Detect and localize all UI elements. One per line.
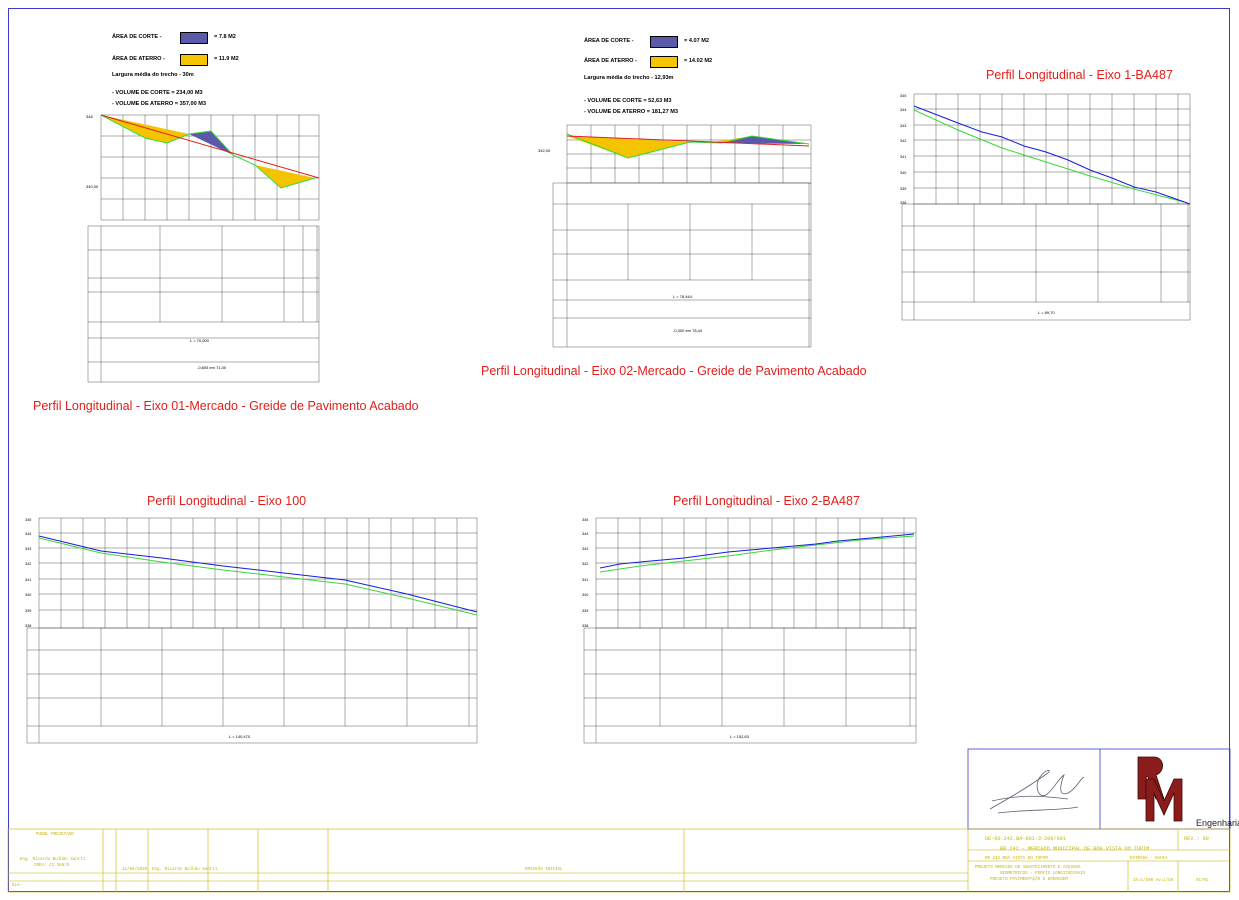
svg-text:339: 339 <box>25 609 31 613</box>
svg-text:342,00: 342,00 <box>538 148 551 153</box>
p1-cut-label: ÁREA DE CORTE - <box>112 34 162 40</box>
tb-project: BR 242 - MERCADO MUNICIPAL DE BOA VISTA … <box>1000 846 1150 852</box>
rm-logo <box>1137 756 1183 822</box>
profile-1-drawing: 348 340,00 L = 70,000 -0,805 em 71,00 <box>86 114 320 383</box>
svg-text:343: 343 <box>900 124 906 128</box>
profile-3-drawing: 345 344 343 342 341 340 339 338 L = 89,7… <box>900 93 1191 321</box>
p1-cut-value: = 7.8 M2 <box>214 34 236 40</box>
tb-doc-id: DE-00.242.BA-001-3-200/001 <box>985 836 1066 842</box>
signature <box>989 769 1085 814</box>
p2-length: L = 78,444 <box>673 294 693 299</box>
drawing-frame <box>8 8 1230 892</box>
svg-text:345: 345 <box>582 518 588 522</box>
p2-fill-label: ÁREA DE ATERRO - <box>584 58 637 64</box>
svg-text:340,00: 340,00 <box>86 184 99 189</box>
svg-text:343: 343 <box>582 547 588 551</box>
signature-logo-box <box>967 748 1231 830</box>
p1-width-text: Largura média do trecho - 30m <box>112 72 194 78</box>
p1-length: L = 70,000 <box>190 338 210 343</box>
svg-text:342: 342 <box>25 562 31 566</box>
svg-text:342: 342 <box>582 562 588 566</box>
p2-slope: -0,300 em 78,44 <box>673 328 703 333</box>
tb-description-3: PROJETO PAVIMENTAÇÃO E DRENAGEM <box>990 878 1068 882</box>
tb-city: BR 242 BOA VISTA DO TUPIM <box>985 857 1048 861</box>
tb-scale: 1h=1/500 Vv=1/50 <box>1133 879 1174 883</box>
tb-emission: EMISSÃO INICIAL <box>525 868 563 872</box>
p2-fill-value: = 14.02 M2 <box>684 58 713 64</box>
svg-text:340: 340 <box>25 593 31 597</box>
svg-text:341: 341 <box>25 578 31 582</box>
p2-cut-swatch <box>650 36 678 48</box>
tb-engineer: Eng. Ricardo Bulhão Santti <box>20 858 86 862</box>
p2-title: Perfil Longitudinal - Eixo 02-Mercado - … <box>481 364 867 378</box>
p4-length: L = 140,470 <box>229 734 251 739</box>
svg-text:342: 342 <box>900 139 906 143</box>
svg-text:345: 345 <box>25 518 31 522</box>
profile-5-drawing: 345 344 343 342 341 340 339 338 L = 152,… <box>582 517 917 744</box>
svg-text:344: 344 <box>900 108 906 112</box>
tb-rev: REV.: 00 <box>1184 836 1209 842</box>
tb-sheet: 01/01 <box>1196 879 1209 883</box>
tb-description-2: GEOMETRICOS - PERFIS LONGITUDINAIS <box>1000 872 1086 876</box>
p1-fill-swatch <box>180 54 208 66</box>
p2-vol-cut: - VOLUME DE CORTE = 52,63 M3 <box>584 98 672 104</box>
svg-text:343: 343 <box>25 547 31 551</box>
p5-length: L = 152,63 <box>730 734 750 739</box>
p3-length: L = 89,70 <box>1038 310 1055 315</box>
p1-title: Perfil Longitudinal - Eixo 01-Mercado - … <box>33 399 419 413</box>
tb-header-left: PUEBL PROJETADO <box>36 833 74 837</box>
svg-text:338: 338 <box>25 624 31 628</box>
p3-title: Perfil Longitudinal - Eixo 1-BA487 <box>986 68 1173 82</box>
svg-text:341: 341 <box>900 155 906 159</box>
p2-cut-value: = 4.07 M2 <box>684 38 710 44</box>
svg-text:345: 345 <box>900 94 906 98</box>
svg-text:339: 339 <box>582 609 588 613</box>
p5-title: Perfil Longitudinal - Eixo 2-BA487 <box>673 494 860 508</box>
p2-width-text: Largura média do trecho - 12,93m <box>584 75 674 81</box>
tb-description-1: PROJETO MERCADO DE ABASTECIMENTO E ACESS… <box>975 866 1081 870</box>
tb-place: ESTRADA - BAHIA <box>1130 857 1168 861</box>
p2-fill-swatch <box>650 56 678 68</box>
tb-row1-date: 11/06/2020 <box>122 868 148 872</box>
tb-file: ELA- <box>12 884 23 888</box>
p1-vol-fill: - VOLUME DE ATERRO = 357,00 M3 <box>112 101 207 107</box>
svg-text:341: 341 <box>582 578 588 582</box>
p1-cut-swatch <box>180 32 208 44</box>
profile-2-drawing: 342,00 L = 78,444 -0,300 em 78,44 <box>538 124 812 348</box>
logo-caption: Engenharia <box>1196 818 1239 828</box>
svg-text:338: 338 <box>900 201 906 205</box>
p1-fill-value: = 11.9 M2 <box>214 56 239 62</box>
profile-4-drawing: 345 344 343 342 341 340 339 338 L = 140,… <box>25 517 478 744</box>
svg-text:340: 340 <box>900 171 906 175</box>
p2-vol-fill: - VOLUME DE ATERRO = 181,27 M3 <box>584 109 679 115</box>
p1-vol-cut: - VOLUME DE CORTE = 234,00 M3 <box>112 90 203 96</box>
tb-row1-author: Eng. Ricardo Bulhão Santti <box>152 868 218 872</box>
svg-text:338: 338 <box>582 624 588 628</box>
title-block <box>7 828 1231 893</box>
tb-crea: CREA: 42.368/D <box>34 864 70 868</box>
p4-title: Perfil Longitudinal - Eixo 100 <box>147 494 307 508</box>
svg-text:348: 348 <box>86 114 93 119</box>
svg-text:340: 340 <box>582 593 588 597</box>
svg-text:339: 339 <box>900 187 906 191</box>
svg-text:344: 344 <box>25 532 31 536</box>
p2-cut-label: ÁREA DE CORTE - <box>584 38 634 44</box>
p1-fill-label: ÁREA DE ATERRO - <box>112 56 165 62</box>
p1-slope: -0,805 em 71,00 <box>197 365 227 370</box>
svg-text:344: 344 <box>582 532 588 536</box>
